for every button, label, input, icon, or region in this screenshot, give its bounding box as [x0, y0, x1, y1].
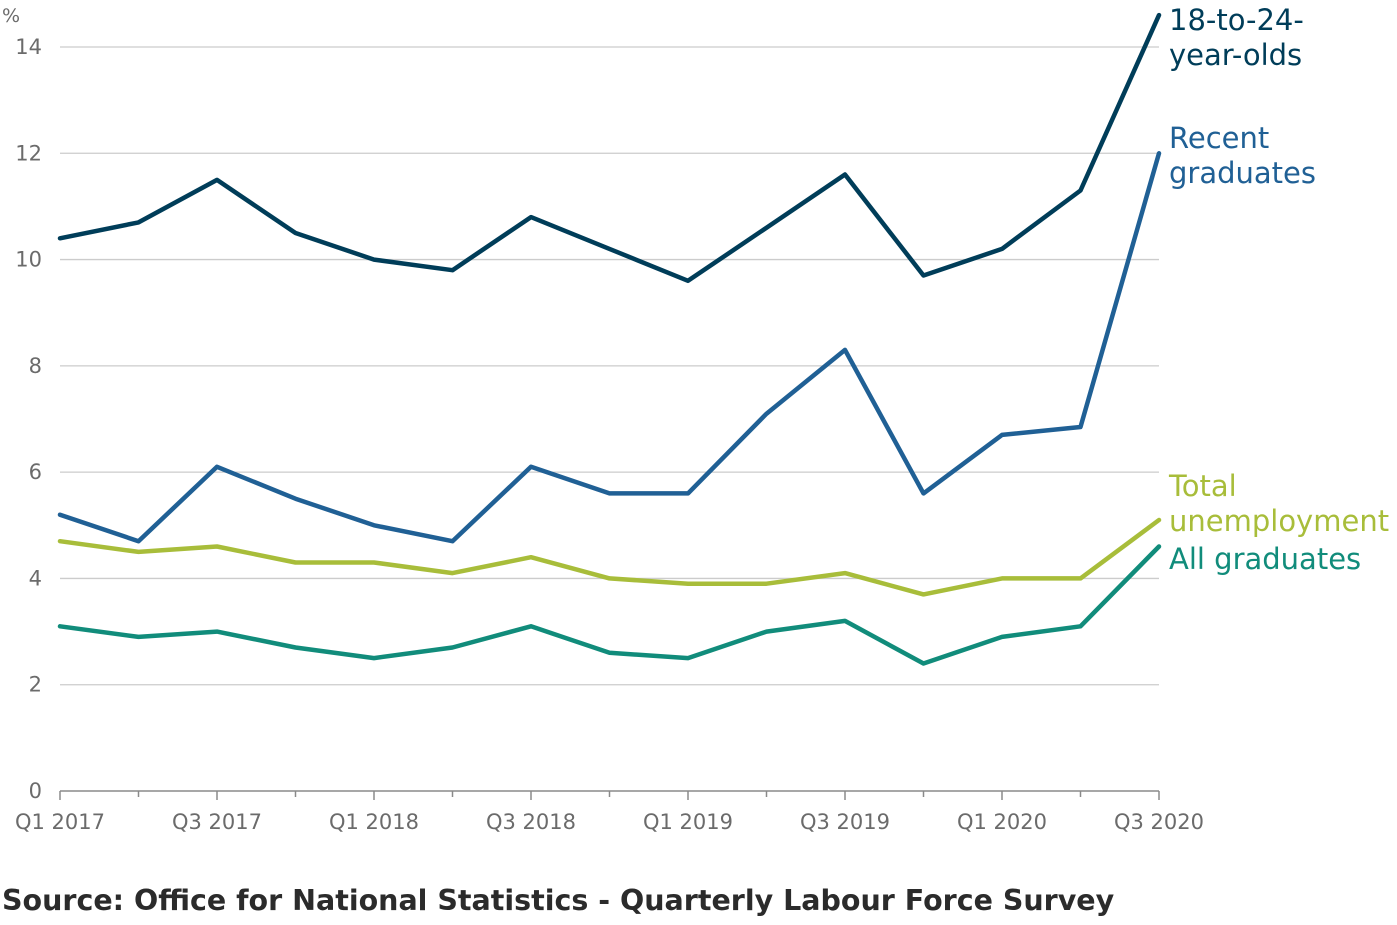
- y-tick-label: 12: [15, 141, 42, 165]
- series-label-18-to-24-year-olds: 18-to-24-: [1169, 3, 1304, 37]
- y-axis-unit: %: [2, 5, 20, 27]
- y-tick-label: 14: [15, 35, 42, 59]
- series-line-all-graduates: [57, 544, 1162, 666]
- series-line-recent-graduates: [57, 151, 1162, 544]
- series-label-recent-graduates: graduates: [1169, 156, 1316, 190]
- series-label-recent-graduates: Recent: [1169, 121, 1269, 155]
- x-tick-label: Q1 2018: [329, 810, 419, 834]
- x-tick-label: Q3 2020: [1114, 810, 1204, 834]
- gridlines: [60, 46, 1159, 686]
- series-line-total-unemployment: [57, 517, 1162, 597]
- x-tick-label: Q3 2017: [172, 810, 262, 834]
- series-label-total-unemployment: unemployment: [1169, 504, 1389, 538]
- y-tick-label: 6: [29, 460, 42, 484]
- y-tick-label: 2: [29, 673, 42, 697]
- x-tick-label: Q3 2018: [486, 810, 576, 834]
- y-tick-label: 4: [29, 566, 42, 590]
- x-tick-label: Q3 2019: [800, 810, 890, 834]
- x-tick-label: Q1 2019: [643, 810, 733, 834]
- y-tick-label: 0: [29, 779, 42, 803]
- axes: 0 2 4 6 8 10 12 14% Q1 2017 Q3 2017 Q1 2018 Q3 2018…: [2, 5, 1204, 834]
- series-label-18-to-24-year-olds: year-olds: [1169, 38, 1302, 72]
- line-chart: 0 2 4 6 8 10 12 14% Q1 2017 Q3 2017 Q1 2018 Q3 2018…: [2, 3, 1389, 834]
- x-tick-label: Q1 2020: [957, 810, 1047, 834]
- series-lines: [57, 12, 1162, 666]
- series-label-all-graduates: All graduates: [1169, 542, 1361, 576]
- y-tick-label: 8: [29, 354, 42, 378]
- series-label-total-unemployment: Total: [1168, 469, 1237, 503]
- source-note: Source: Office for National Statistics -…: [2, 884, 1115, 917]
- y-tick-label: 10: [15, 248, 42, 272]
- x-tick-label: Q1 2017: [15, 810, 105, 834]
- series-line-18-to-24-year-olds: [57, 12, 1162, 284]
